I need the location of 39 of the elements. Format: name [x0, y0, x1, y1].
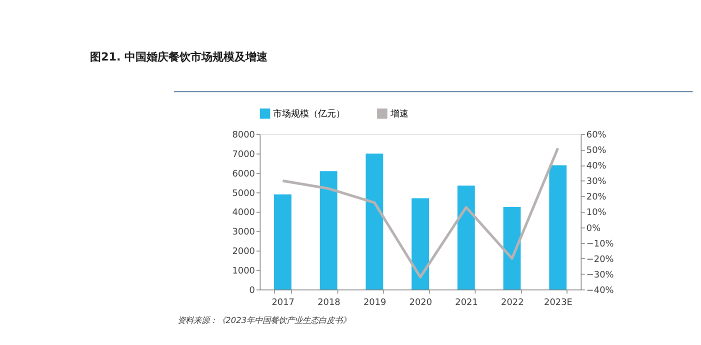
x-tick-label: 2019	[363, 298, 386, 308]
y2-tick-label: 20%	[586, 192, 606, 203]
y2-tick-label: −10%	[586, 239, 614, 250]
bar	[274, 194, 292, 290]
y2-tick-label: 10%	[586, 208, 606, 218]
y-tick-label: 4000	[232, 208, 256, 218]
x-tick-label: 2021	[455, 298, 478, 308]
y2-tick-label: 40%	[586, 162, 606, 172]
x-tick-label: 2020	[409, 298, 432, 308]
x-tick-label: 2023E	[544, 298, 573, 308]
y-tick-label: 0	[249, 286, 256, 296]
y2-tick-label: −40%	[586, 286, 614, 296]
bar	[366, 154, 384, 290]
y-tick-label: 1000	[232, 266, 256, 276]
bar	[412, 198, 430, 290]
x-tick-label: 2022	[501, 298, 524, 308]
y2-tick-label: 0%	[586, 224, 601, 234]
x-tick-label: 2017	[272, 298, 294, 308]
y-tick-label: 7000	[232, 150, 256, 160]
y-tick-label: 8000	[232, 130, 256, 141]
bar	[320, 171, 338, 290]
bar	[549, 165, 567, 290]
legend-label: 市场规模（亿元）	[273, 108, 346, 120]
y2-tick-label: 30%	[586, 177, 606, 188]
y-tick-label: 5000	[232, 188, 256, 199]
x-tick-label: 2018	[318, 298, 341, 308]
legend-label: 增速	[389, 108, 408, 120]
chart-title: 图21. 中国婚庆餐饮市场规模及增速	[90, 50, 269, 64]
y-tick-label: 6000	[232, 169, 256, 180]
y2-tick-label: −20%	[586, 254, 614, 265]
bar	[457, 186, 475, 290]
text: 资料来源：《2023年中国餐饮产业生态白皮书》	[178, 315, 351, 326]
y-tick-label: 2000	[232, 247, 256, 258]
bar	[503, 207, 521, 290]
y2-tick-label: 60%	[586, 130, 606, 141]
y-tick-label: 3000	[232, 228, 256, 238]
y2-tick-label: 50%	[586, 146, 606, 156]
line-series	[281, 146, 560, 278]
y2-tick-label: −30%	[586, 270, 614, 280]
